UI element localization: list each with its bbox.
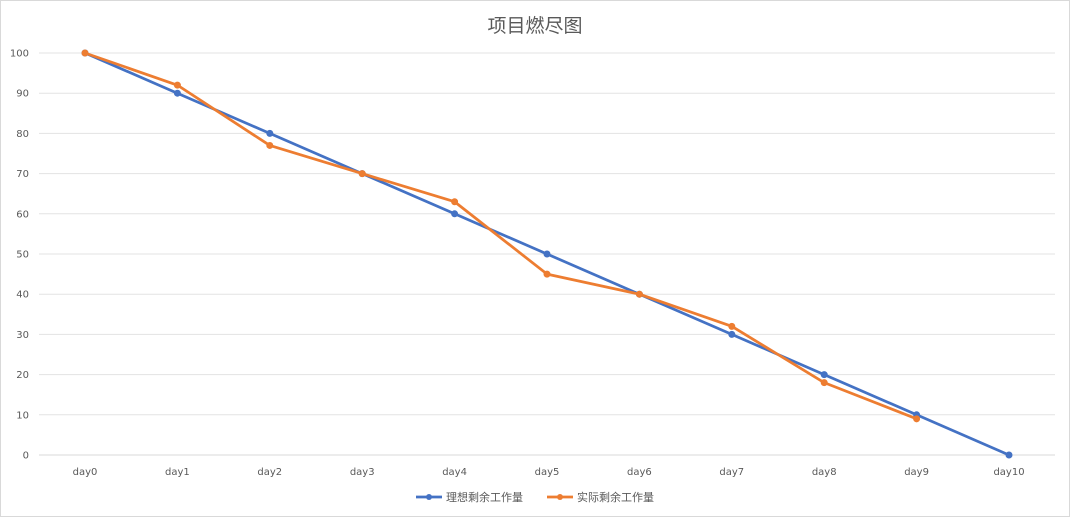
x-tick-label-day8: day8: [812, 467, 837, 478]
y-tick-label-80: 80: [16, 129, 29, 140]
y-tick-label-40: 40: [16, 290, 29, 301]
x-tick-label-day7: day7: [719, 467, 744, 478]
series-1-point-day10: [1005, 451, 1013, 459]
legend-label-2: 实际剩余工作量: [577, 490, 654, 504]
x-tick-label-day10: day10: [993, 467, 1024, 478]
series-1-point-day8: [820, 371, 828, 379]
y-tick-label-10: 10: [16, 410, 29, 421]
y-tick-label-60: 60: [16, 209, 29, 220]
series-1-point-day4: [451, 210, 459, 218]
y-tick-label-90: 90: [16, 89, 29, 100]
legend-label-1: 理想剩余工作量: [446, 490, 523, 504]
y-tick-label-0: 0: [23, 451, 29, 462]
series-2-point-day5: [543, 270, 551, 278]
x-tick-label-day5: day5: [535, 467, 560, 478]
y-tick-label-30: 30: [16, 330, 29, 341]
x-tick-label-day3: day3: [350, 467, 375, 478]
legend-swatch-marker-1: [426, 494, 432, 500]
x-tick-label-day0: day0: [73, 467, 98, 478]
x-tick-label-day6: day6: [627, 467, 652, 478]
series-1-point-day2: [266, 129, 274, 137]
series-2-point-day6: [635, 290, 643, 298]
chart-title: 项目燃尽图: [487, 15, 583, 37]
x-tick-label-day1: day1: [165, 467, 190, 478]
series-2-point-day0: [81, 49, 89, 57]
y-tick-label-20: 20: [16, 370, 29, 381]
series-line-2: [83, 51, 918, 421]
series-1-point-day1: [173, 89, 181, 97]
legend-swatch-marker-2: [557, 494, 563, 500]
y-tick-label-70: 70: [16, 169, 29, 180]
series-2-point-day9: [913, 415, 921, 423]
series-1-point-day7: [728, 330, 736, 338]
y-tick-label-50: 50: [16, 250, 29, 261]
x-tick-label-day4: day4: [442, 467, 467, 478]
series-2-point-day7: [728, 322, 736, 330]
series-2-point-day3: [358, 170, 366, 178]
x-tick-label-day9: day9: [904, 467, 929, 478]
series-2-point-day2: [266, 141, 274, 149]
x-tick-label-day2: day2: [257, 467, 282, 478]
y-tick-label-100: 100: [10, 49, 29, 60]
series-2-point-day8: [820, 379, 828, 387]
series-2-point-day1: [173, 81, 181, 89]
series-1-point-day5: [543, 250, 551, 258]
series-2-point-day4: [451, 198, 459, 206]
